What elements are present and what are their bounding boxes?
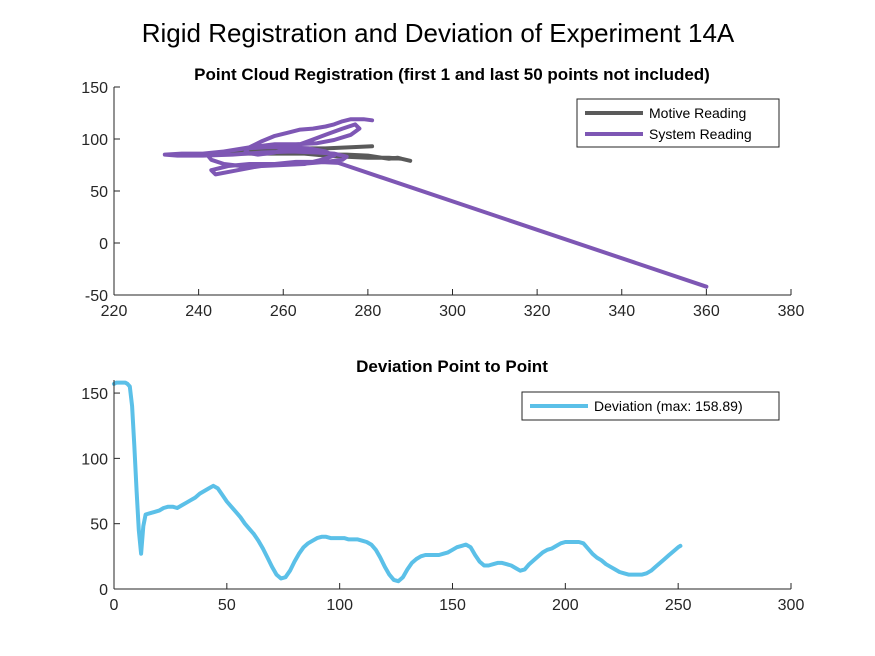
registration-legend-label: System Reading: [649, 126, 752, 142]
registration-plot: Point Cloud Registration (first 1 and la…: [81, 65, 804, 320]
deviation-legend-label: Deviation (max: 158.89): [594, 398, 743, 414]
registration-y-tick-label: 50: [90, 184, 108, 201]
deviation-y-tick-label: 0: [99, 582, 108, 599]
registration-legend-label: Motive Reading: [649, 105, 746, 121]
deviation-x-tick-label: 250: [665, 597, 692, 614]
registration-y-tick-label: 0: [99, 236, 108, 253]
deviation-plot-title: Deviation Point to Point: [356, 357, 548, 376]
registration-x-tick-label: 260: [270, 303, 297, 320]
deviation-y-tick-label: 150: [81, 386, 108, 403]
deviation-x-tick-label: 100: [326, 597, 353, 614]
registration-plot-title: Point Cloud Registration (first 1 and la…: [194, 65, 710, 84]
registration-x-tick-label: 320: [524, 303, 551, 320]
deviation-x-tick-label: 200: [552, 597, 579, 614]
deviation-y-tick-label: 50: [90, 517, 108, 534]
deviation-x-tick-label: 0: [110, 597, 119, 614]
registration-y-tick-label: 100: [81, 132, 108, 149]
registration-x-tick-label: 380: [778, 303, 805, 320]
deviation-y-tick-label: 100: [81, 451, 108, 468]
registration-legend-box: [576, 98, 780, 148]
figure-title: Rigid Registration and Deviation of Expe…: [142, 18, 735, 48]
registration-x-tick-label: 300: [439, 303, 466, 320]
registration-series-line-2: [162, 117, 709, 289]
registration-x-tick-label: 340: [608, 303, 635, 320]
deviation-series-line-1: [112, 380, 683, 584]
deviation-x-tick-label: 300: [778, 597, 805, 614]
registration-y-tick-label: -50: [85, 288, 108, 305]
deviation-x-tick-label: 150: [439, 597, 466, 614]
registration-x-tick-label: 360: [693, 303, 720, 320]
registration-x-tick-label: 280: [355, 303, 382, 320]
deviation-plot: Deviation Point to Point 0 50 100 150 200 250…: [81, 357, 804, 614]
registration-y-tick-label: 150: [81, 80, 108, 97]
deviation-x-tick-label: 50: [218, 597, 236, 614]
deviation-legend: Deviation (max: 158.89): [521, 391, 780, 421]
registration-x-tick-label: 240: [185, 303, 212, 320]
registration-x-tick-label: 220: [101, 303, 128, 320]
registration-legend: Motive Reading System Reading: [576, 98, 780, 148]
